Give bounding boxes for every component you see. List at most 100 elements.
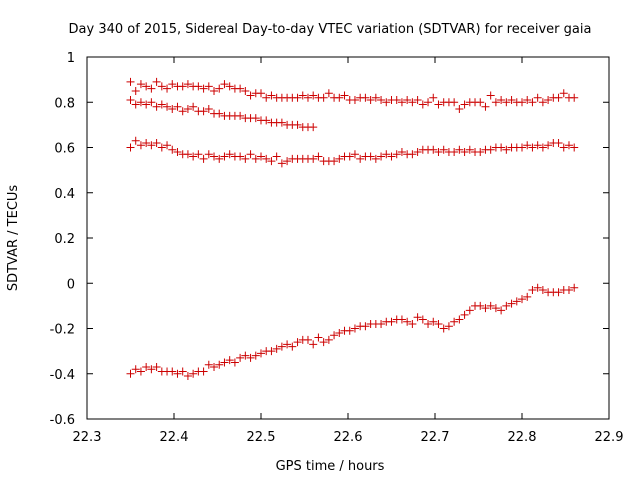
data-points	[126, 77, 579, 381]
data-point	[293, 338, 302, 347]
data-point	[246, 353, 255, 362]
data-point	[528, 143, 537, 152]
data-point	[136, 80, 145, 89]
data-point	[288, 342, 297, 351]
data-point	[131, 86, 140, 95]
data-point	[356, 154, 365, 163]
data-point	[481, 304, 490, 313]
data-point	[277, 118, 286, 127]
data-point	[486, 91, 495, 100]
data-point	[157, 100, 166, 109]
data-point	[210, 152, 219, 161]
data-point	[251, 154, 260, 163]
data-point	[314, 333, 323, 342]
data-point	[335, 154, 344, 163]
data-point	[460, 310, 469, 319]
data-point	[147, 141, 156, 150]
data-point	[465, 145, 474, 154]
data-point	[554, 93, 563, 102]
data-point	[335, 93, 344, 102]
data-point	[152, 102, 161, 111]
data-point	[491, 98, 500, 107]
y-axis: -0.6 -0.4 -0.2 0 0.2 0.4 0.6 0.8 1	[50, 51, 609, 428]
data-point	[460, 100, 469, 109]
data-point	[163, 141, 172, 150]
data-point	[444, 322, 453, 331]
data-point	[450, 98, 459, 107]
data-point	[554, 138, 563, 147]
data-point	[142, 100, 151, 109]
data-point	[251, 114, 260, 123]
data-point	[533, 283, 542, 292]
data-point	[497, 95, 506, 104]
data-point	[403, 317, 412, 326]
data-point	[225, 82, 234, 91]
data-point	[283, 340, 292, 349]
data-point	[324, 89, 333, 98]
data-point	[570, 93, 579, 102]
data-point	[298, 91, 307, 100]
data-point	[303, 335, 312, 344]
data-point	[319, 93, 328, 102]
x-tick-label: 22.6	[334, 430, 363, 445]
data-point	[246, 91, 255, 100]
x-tick-label: 22.3	[73, 430, 102, 445]
data-point	[277, 159, 286, 168]
data-point	[126, 369, 135, 378]
data-point	[340, 91, 349, 100]
y-tick-label: 0.6	[54, 142, 75, 157]
data-point	[330, 157, 339, 166]
data-point	[434, 100, 443, 109]
data-point	[204, 105, 213, 114]
data-point	[450, 148, 459, 157]
data-point	[559, 89, 568, 98]
data-point	[497, 306, 506, 315]
data-point	[241, 154, 250, 163]
data-point	[397, 148, 406, 157]
y-tick-label: 0.8	[54, 96, 75, 111]
data-point	[183, 150, 192, 159]
data-point	[408, 98, 417, 107]
data-point	[413, 95, 422, 104]
data-point	[377, 319, 386, 328]
data-point	[199, 367, 208, 376]
data-point	[330, 331, 339, 340]
data-point	[345, 152, 354, 161]
data-point	[220, 358, 229, 367]
data-point	[413, 313, 422, 322]
data-point	[142, 362, 151, 371]
data-point	[361, 93, 370, 102]
data-point	[507, 95, 516, 104]
data-point	[564, 286, 573, 295]
data-point	[502, 145, 511, 154]
data-point	[570, 283, 579, 292]
data-point	[512, 297, 521, 306]
data-point	[371, 154, 380, 163]
data-point	[199, 107, 208, 116]
data-point	[476, 148, 485, 157]
data-point	[507, 299, 516, 308]
data-point	[236, 84, 245, 93]
data-point	[377, 152, 386, 161]
series-second	[126, 95, 318, 132]
data-point	[173, 102, 182, 111]
data-point	[178, 82, 187, 91]
y-tick-label: 0.2	[54, 232, 75, 247]
data-point	[147, 365, 156, 374]
data-point	[168, 145, 177, 154]
y-tick-label: -0.4	[50, 368, 75, 383]
data-point	[152, 138, 161, 147]
data-point	[257, 349, 265, 358]
data-point	[387, 317, 396, 326]
data-point	[392, 150, 401, 159]
data-point	[397, 315, 406, 324]
data-point	[136, 98, 145, 107]
data-point	[382, 150, 391, 159]
data-point	[152, 77, 161, 86]
data-point	[418, 315, 427, 324]
y-axis-label: SDTVAR / TECUs	[6, 185, 21, 292]
data-point	[147, 98, 156, 107]
data-point	[450, 317, 459, 326]
data-point	[215, 84, 224, 93]
data-point	[309, 340, 318, 349]
